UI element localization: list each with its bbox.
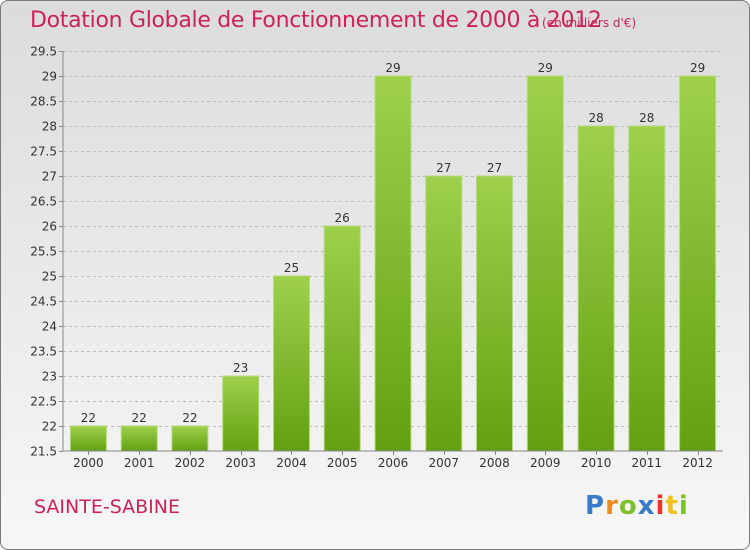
- x-tick-label: 2001: [124, 456, 155, 470]
- y-tick-label: 23: [42, 370, 57, 384]
- y-tick-label: 29: [42, 70, 57, 84]
- x-tick-label: 2004: [276, 456, 307, 470]
- bar: [323, 225, 361, 452]
- bar-value-label: 29: [385, 61, 400, 75]
- bar-value-label: 27: [436, 161, 451, 175]
- bar: [69, 425, 107, 452]
- y-tick-label: 25: [42, 270, 57, 284]
- bar-value-label: 29: [538, 61, 553, 75]
- x-tick-label: 2009: [530, 456, 561, 470]
- y-tick-label: 24.5: [30, 295, 57, 309]
- y-tick-label: 28: [42, 120, 57, 134]
- y-tick-label: 22: [42, 420, 57, 434]
- x-axis: 2000 2001 2002 2003 2004 2005 2006 2007 2008 2009…: [63, 450, 723, 470]
- bar: [273, 275, 310, 452]
- bar: [577, 125, 615, 452]
- y-tick-label: 22.5: [30, 395, 57, 409]
- chart-subtitle: (en milliers d'€): [542, 16, 637, 30]
- bar-value-label: 28: [639, 111, 654, 125]
- commune-name: SAINTE-SABINE: [34, 496, 180, 518]
- x-tick-label: 2007: [429, 456, 460, 470]
- bars: 22 22 22 23 25 26 29 27 27 29 28 28 29: [69, 61, 717, 452]
- bar-value-label: 23: [233, 361, 248, 375]
- bar-value-label: 22: [182, 411, 197, 425]
- bar-value-label: 27: [487, 161, 502, 175]
- bar-value-label: 22: [81, 411, 96, 425]
- y-tick-label: 29.5: [30, 45, 57, 59]
- y-tick-label: 25.5: [30, 245, 57, 259]
- bar: [679, 75, 717, 452]
- x-tick-label: 2012: [682, 456, 713, 470]
- bar-value-label: 26: [335, 211, 350, 225]
- bar-value-label: 22: [132, 411, 147, 425]
- y-tick-label: 26: [42, 220, 57, 234]
- x-tick-label: 2008: [479, 456, 510, 470]
- y-tick-label: 27: [42, 170, 57, 184]
- x-tick-label: 2000: [73, 456, 104, 470]
- x-tick-label: 2006: [378, 456, 409, 470]
- bar: [425, 175, 463, 452]
- bar: [526, 75, 564, 452]
- chart-title: Dotation Globale de Fonctionnement de 20…: [30, 8, 602, 33]
- x-tick-label: 2010: [581, 456, 612, 470]
- bar-value-label: 29: [690, 61, 705, 75]
- y-tick-label: 27.5: [30, 145, 57, 159]
- y-tick-label: 23.5: [30, 345, 57, 359]
- y-tick-label: 28.5: [30, 95, 57, 109]
- y-axis: 21.5 22 22.5 23 23.5 24 24.5 25 25.5 26 26.5 27 27.5…: [30, 45, 64, 459]
- bar: [476, 175, 513, 452]
- bar: [628, 125, 666, 452]
- x-tick-label: 2011: [632, 456, 663, 470]
- bar-value-label: 25: [284, 261, 299, 275]
- y-tick-label: 26.5: [30, 195, 57, 209]
- y-tick-label: 21.5: [30, 445, 57, 459]
- bar-value-label: 28: [588, 111, 603, 125]
- x-tick-label: 2005: [327, 456, 358, 470]
- bar: [374, 75, 412, 452]
- proxiti-logo: Proxiti: [585, 491, 689, 521]
- x-tick-label: 2003: [225, 456, 256, 470]
- bar: [222, 375, 260, 452]
- x-tick-label: 2002: [175, 456, 206, 470]
- bar: [120, 425, 158, 452]
- y-tick-label: 24: [42, 320, 57, 334]
- bar: [171, 425, 209, 452]
